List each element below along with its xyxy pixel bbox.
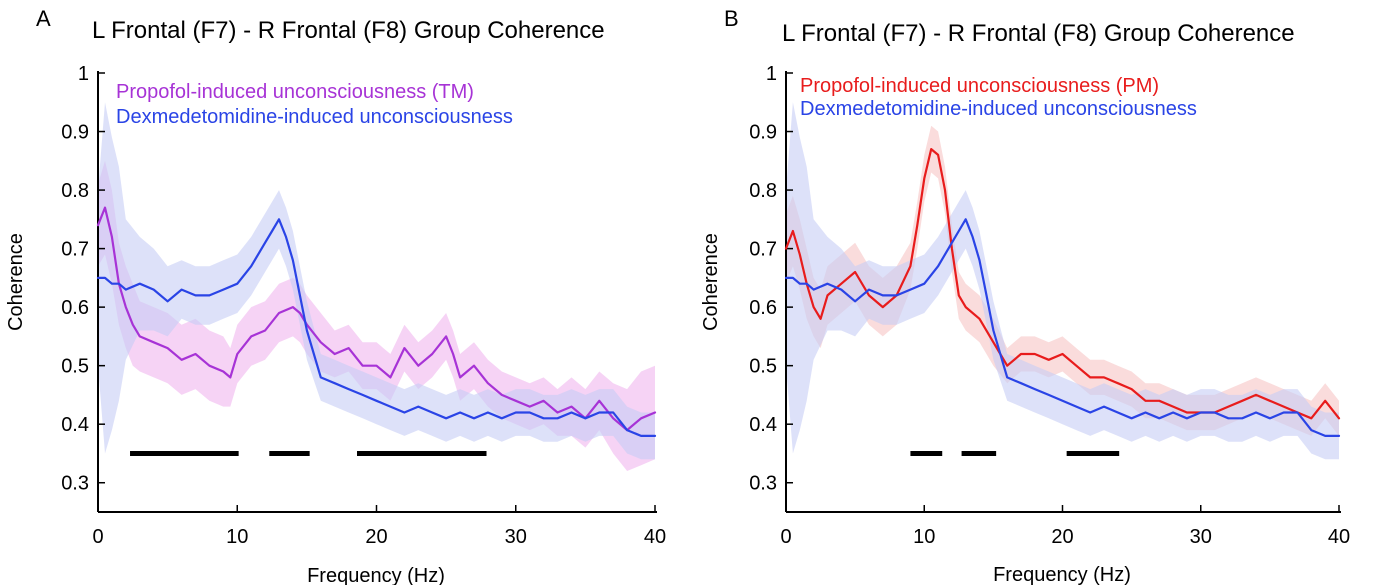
y-tick-label: 0.7 (61, 239, 89, 261)
x-tick-label: 30 (505, 526, 527, 548)
panel-b: B L Frontal (F7) - R Frontal (F8) Group C… (700, 6, 1350, 585)
x-tick-label: 10 (226, 526, 248, 548)
chart-title: L Frontal (F7) - R Frontal (F8) Group Co… (92, 17, 605, 44)
x-axis-label: Frequency (Hz) (307, 565, 445, 585)
y-axis-label: Coherence (700, 233, 722, 331)
chart-title: L Frontal (F7) - R Frontal (F8) Group Co… (782, 20, 1295, 47)
y-tick-label: 0.4 (749, 414, 777, 436)
y-tick-label: 1 (78, 63, 89, 85)
x-tick-label: 20 (365, 526, 387, 548)
series-line-0 (784, 148, 1341, 420)
series-line-1 (784, 218, 1341, 437)
y-tick-label: 0.7 (749, 239, 777, 261)
y-tick-label: 0.6 (61, 297, 89, 319)
y-tick-label: 0.3 (749, 473, 777, 495)
y-tick-label: 1 (766, 63, 777, 85)
x-tick-label: 30 (1190, 526, 1212, 548)
y-tick-label: 0.9 (749, 122, 777, 144)
panel-label: A (36, 6, 51, 31)
x-tick-label: 20 (1051, 526, 1073, 548)
y-tick-label: 0.9 (61, 122, 89, 144)
legend-entry-0: Propofol-induced unconsciousness (TM) (116, 81, 474, 103)
x-tick-label: 0 (780, 526, 791, 548)
x-axis-label: Frequency (Hz) (993, 564, 1131, 585)
y-tick-label: 0.8 (749, 180, 777, 202)
panel-label: B (724, 6, 739, 31)
x-tick-label: 40 (1328, 526, 1350, 548)
x-tick-label: 10 (913, 526, 935, 548)
y-tick-label: 0.6 (749, 297, 777, 319)
legend-entry-1: Dexmedetomidine-induced unconsciousness (116, 106, 513, 128)
panel-a: A L Frontal (F7) - R Frontal (F8) Group C… (5, 6, 666, 585)
y-tick-label: 0.8 (61, 180, 89, 202)
y-tick-label: 0.3 (61, 473, 89, 495)
y-tick-label: 0.4 (61, 414, 89, 436)
confidence-band-series-1 (786, 102, 1339, 460)
legend-entry-1: Dexmedetomidine-induced unconsciousness (800, 98, 1197, 120)
series-line-0 (96, 206, 657, 432)
y-tick-label: 0.5 (749, 356, 777, 378)
series-line-1 (96, 218, 657, 437)
y-axis-label: Coherence (5, 233, 27, 331)
confidence-band-series-1 (98, 102, 655, 460)
x-tick-label: 40 (644, 526, 666, 548)
y-tick-label: 0.5 (61, 356, 89, 378)
legend-entry-0: Propofol-induced unconsciousness (PM) (800, 75, 1159, 97)
x-tick-label: 0 (92, 526, 103, 548)
